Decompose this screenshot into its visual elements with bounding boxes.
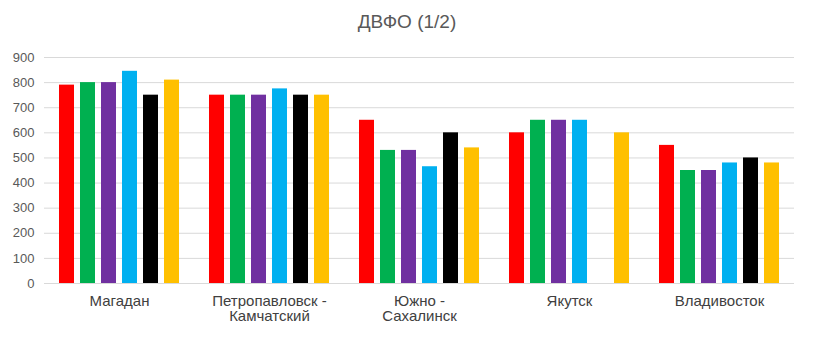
svg-text:600: 600 bbox=[13, 125, 35, 140]
svg-text:800: 800 bbox=[13, 75, 35, 90]
svg-text:0: 0 bbox=[27, 276, 34, 291]
svg-text:100: 100 bbox=[13, 251, 35, 266]
svg-text:Южно -Сахалинск: Южно -Сахалинск bbox=[382, 292, 457, 324]
svg-text:200: 200 bbox=[13, 225, 35, 240]
svg-text:500: 500 bbox=[13, 150, 35, 165]
svg-text:700: 700 bbox=[13, 100, 35, 115]
svg-text:Петропавловск -Камчатский: Петропавловск -Камчатский bbox=[212, 292, 327, 324]
svg-text:Якутск: Якутск bbox=[547, 292, 593, 309]
svg-text:Магадан: Магадан bbox=[90, 292, 150, 309]
svg-text:300: 300 bbox=[13, 200, 35, 215]
svg-text:400: 400 bbox=[13, 175, 35, 190]
html-text:ДВФО (1/2): ДВФО (1/2) bbox=[357, 11, 457, 32]
svg-text:900: 900 bbox=[13, 50, 35, 65]
svg-text:Владивосток: Владивосток bbox=[675, 292, 765, 309]
